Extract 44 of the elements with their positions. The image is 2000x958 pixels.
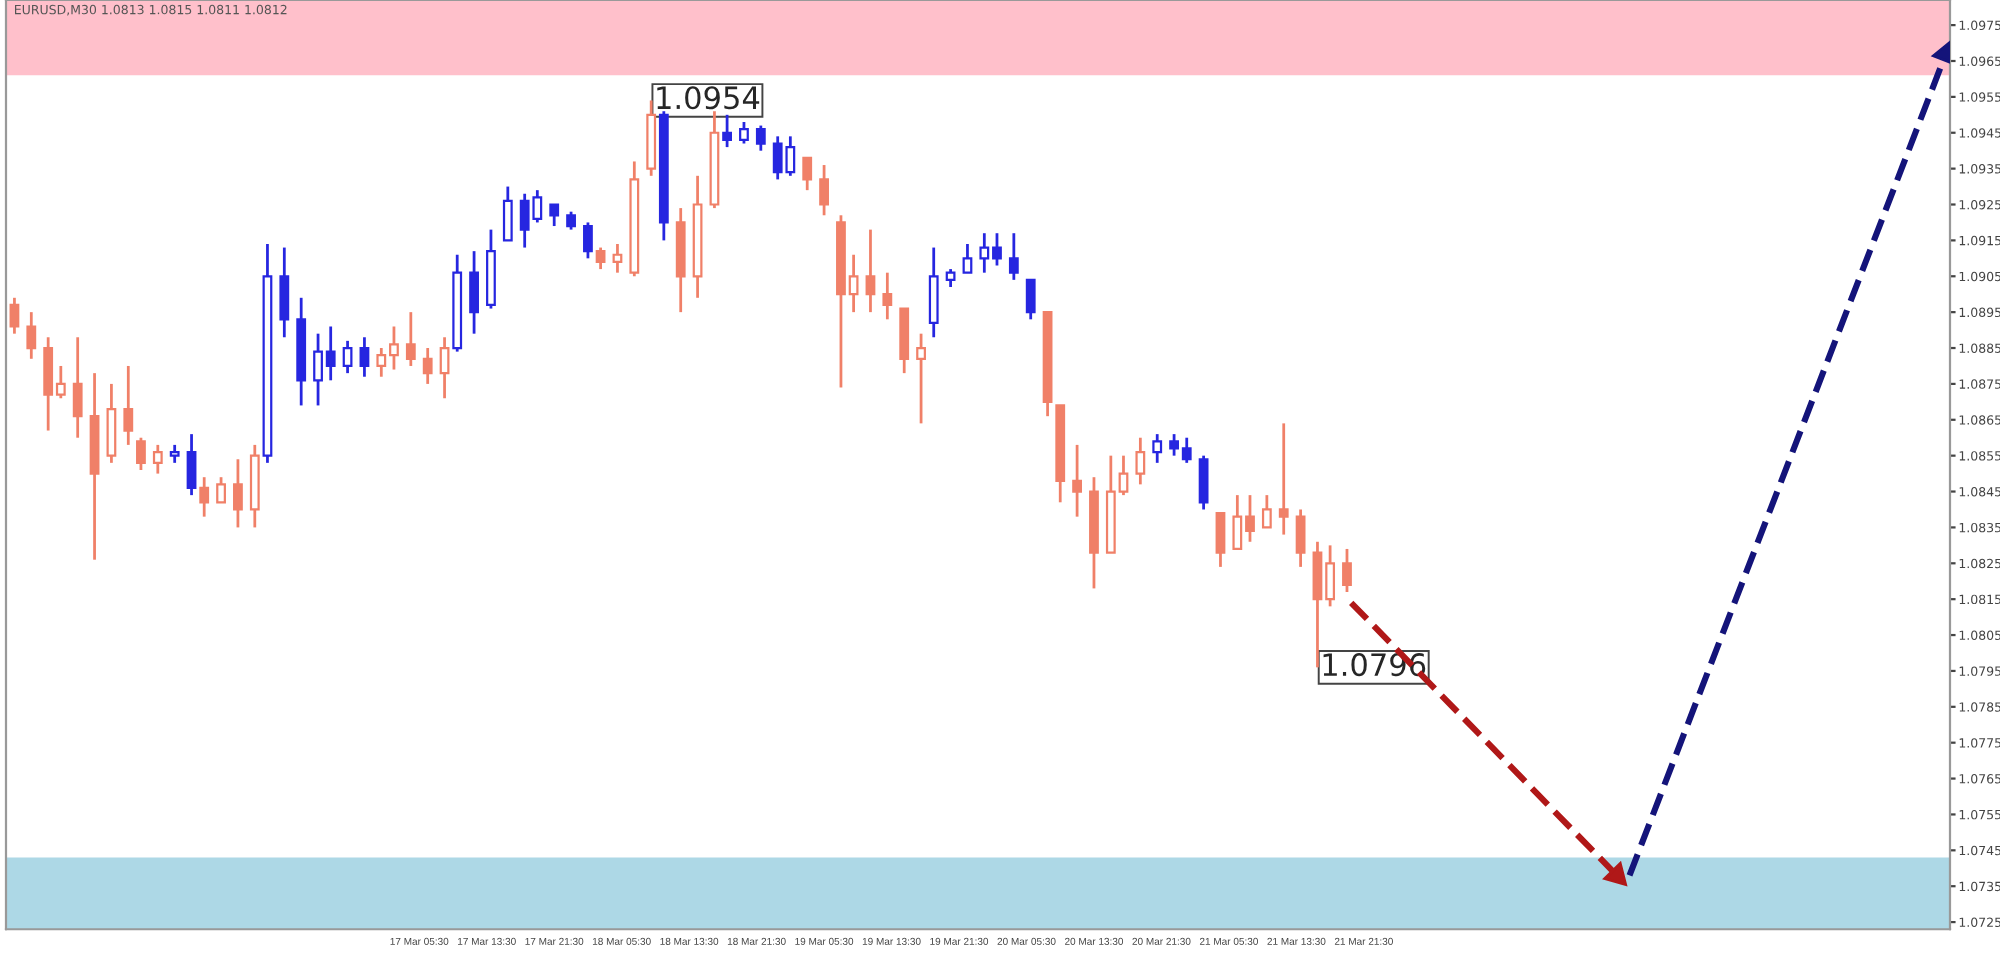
candlestick <box>1215 511 1226 569</box>
annotation: 1.0954 <box>657 86 760 110</box>
candlestick <box>186 432 197 497</box>
candlestick <box>1135 436 1146 486</box>
candlestick <box>928 246 939 339</box>
candlestick <box>962 242 973 275</box>
candlestick <box>1342 547 1352 594</box>
candlestick <box>865 228 876 314</box>
candlestick <box>72 335 83 440</box>
candlestick <box>502 185 513 242</box>
candlestick <box>123 364 134 447</box>
candlestick <box>739 120 749 145</box>
candlestick <box>1072 443 1082 519</box>
candlestick <box>882 271 893 321</box>
candlestick <box>1008 231 1019 282</box>
candlestick <box>916 332 926 425</box>
candlestick <box>819 163 829 217</box>
candlestick <box>422 346 433 386</box>
candlestick <box>1261 493 1272 529</box>
candlestick <box>1152 432 1163 465</box>
candlestick <box>216 475 226 504</box>
candlestick <box>612 242 623 275</box>
candlestick <box>152 443 163 475</box>
candlestick <box>9 296 20 336</box>
candlestick <box>106 382 117 465</box>
candlestick <box>233 457 243 529</box>
candlestick <box>802 156 813 192</box>
candlestick <box>549 203 560 228</box>
candlestick <box>359 335 370 379</box>
candlestick <box>199 475 210 519</box>
candlestick <box>405 310 416 368</box>
candlestick <box>1198 454 1209 511</box>
candlestick <box>1278 421 1289 536</box>
candlestick <box>469 249 479 336</box>
candlestick <box>595 246 606 271</box>
candlestick <box>755 124 766 153</box>
candlestick <box>342 339 353 375</box>
candlestick <box>26 310 37 361</box>
candlestick <box>583 221 593 260</box>
candlestick <box>1295 508 1306 569</box>
candlestick <box>1025 278 1036 321</box>
candlestick <box>722 113 732 149</box>
candlestick <box>279 246 290 339</box>
candlestick <box>136 436 146 472</box>
